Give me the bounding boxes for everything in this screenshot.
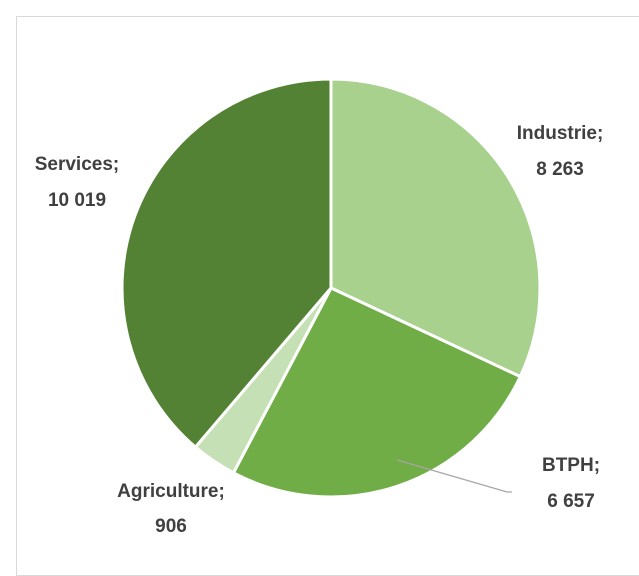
leader-line-btph (396, 459, 512, 493)
pie-chart: Industrie; 8 263 BTPH; 6 657 Agriculture; 906… (35, 77, 604, 537)
data-label-name-services: Services; (35, 154, 120, 175)
pie-slices (120, 77, 542, 499)
leader-lines (396, 459, 512, 493)
pie-slice-industrie (329, 77, 542, 379)
data-label-name-btph: BTPH; (542, 455, 600, 476)
pie-slice-services (120, 77, 333, 449)
data-label-name-agriculture: Agriculture; (117, 481, 225, 502)
data-label-value-industrie: 8 263 (536, 159, 584, 180)
data-labels: Industrie; 8 263 BTPH; 6 657 Agriculture; 906… (35, 123, 604, 537)
data-label-name-industrie: Industrie; (517, 123, 604, 144)
data-label-value-services: 10 019 (48, 190, 106, 211)
data-label-value-btph: 6 657 (547, 491, 595, 512)
data-label-value-agriculture: 906 (155, 516, 187, 537)
pie-slice-btph (231, 286, 522, 499)
